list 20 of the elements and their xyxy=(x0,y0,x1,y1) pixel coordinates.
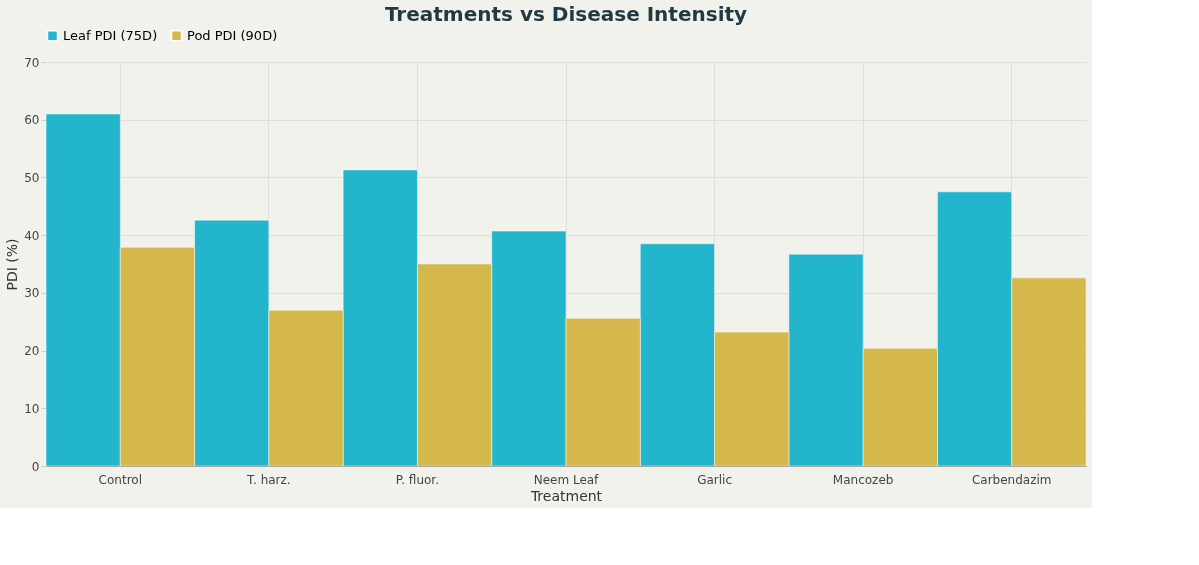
y-tick-label: 50 xyxy=(24,170,40,185)
y-tick-label: 20 xyxy=(24,344,40,359)
x-tick-label: Carbendazim xyxy=(971,472,1052,487)
y-tick-label: 10 xyxy=(24,401,40,416)
y-tick-label: 0 xyxy=(31,459,40,474)
x-tick-label: Mancozeb xyxy=(832,472,894,487)
y-tick-label: 60 xyxy=(24,113,40,128)
x-tick-label: T. harz. xyxy=(246,472,291,487)
legend-label: Pod PDI (90D) xyxy=(187,27,278,43)
y-tick-label: 30 xyxy=(24,286,40,301)
x-tick-label: Control xyxy=(98,472,142,487)
x-tick-label: Garlic xyxy=(697,472,732,487)
x-tick-label: Neem Leaf xyxy=(533,472,600,487)
y-tick-label: 40 xyxy=(24,228,40,243)
legend-label: Leaf PDI (75D) xyxy=(63,27,158,43)
y-tick-label: 70 xyxy=(24,55,40,70)
chart-title: Treatments vs Disease Intensity xyxy=(384,2,748,26)
x-tick-label: P. fluor. xyxy=(395,472,440,487)
y-axis-title: PDI (%) xyxy=(4,238,21,291)
x-axis-title: Treatment xyxy=(529,487,603,504)
